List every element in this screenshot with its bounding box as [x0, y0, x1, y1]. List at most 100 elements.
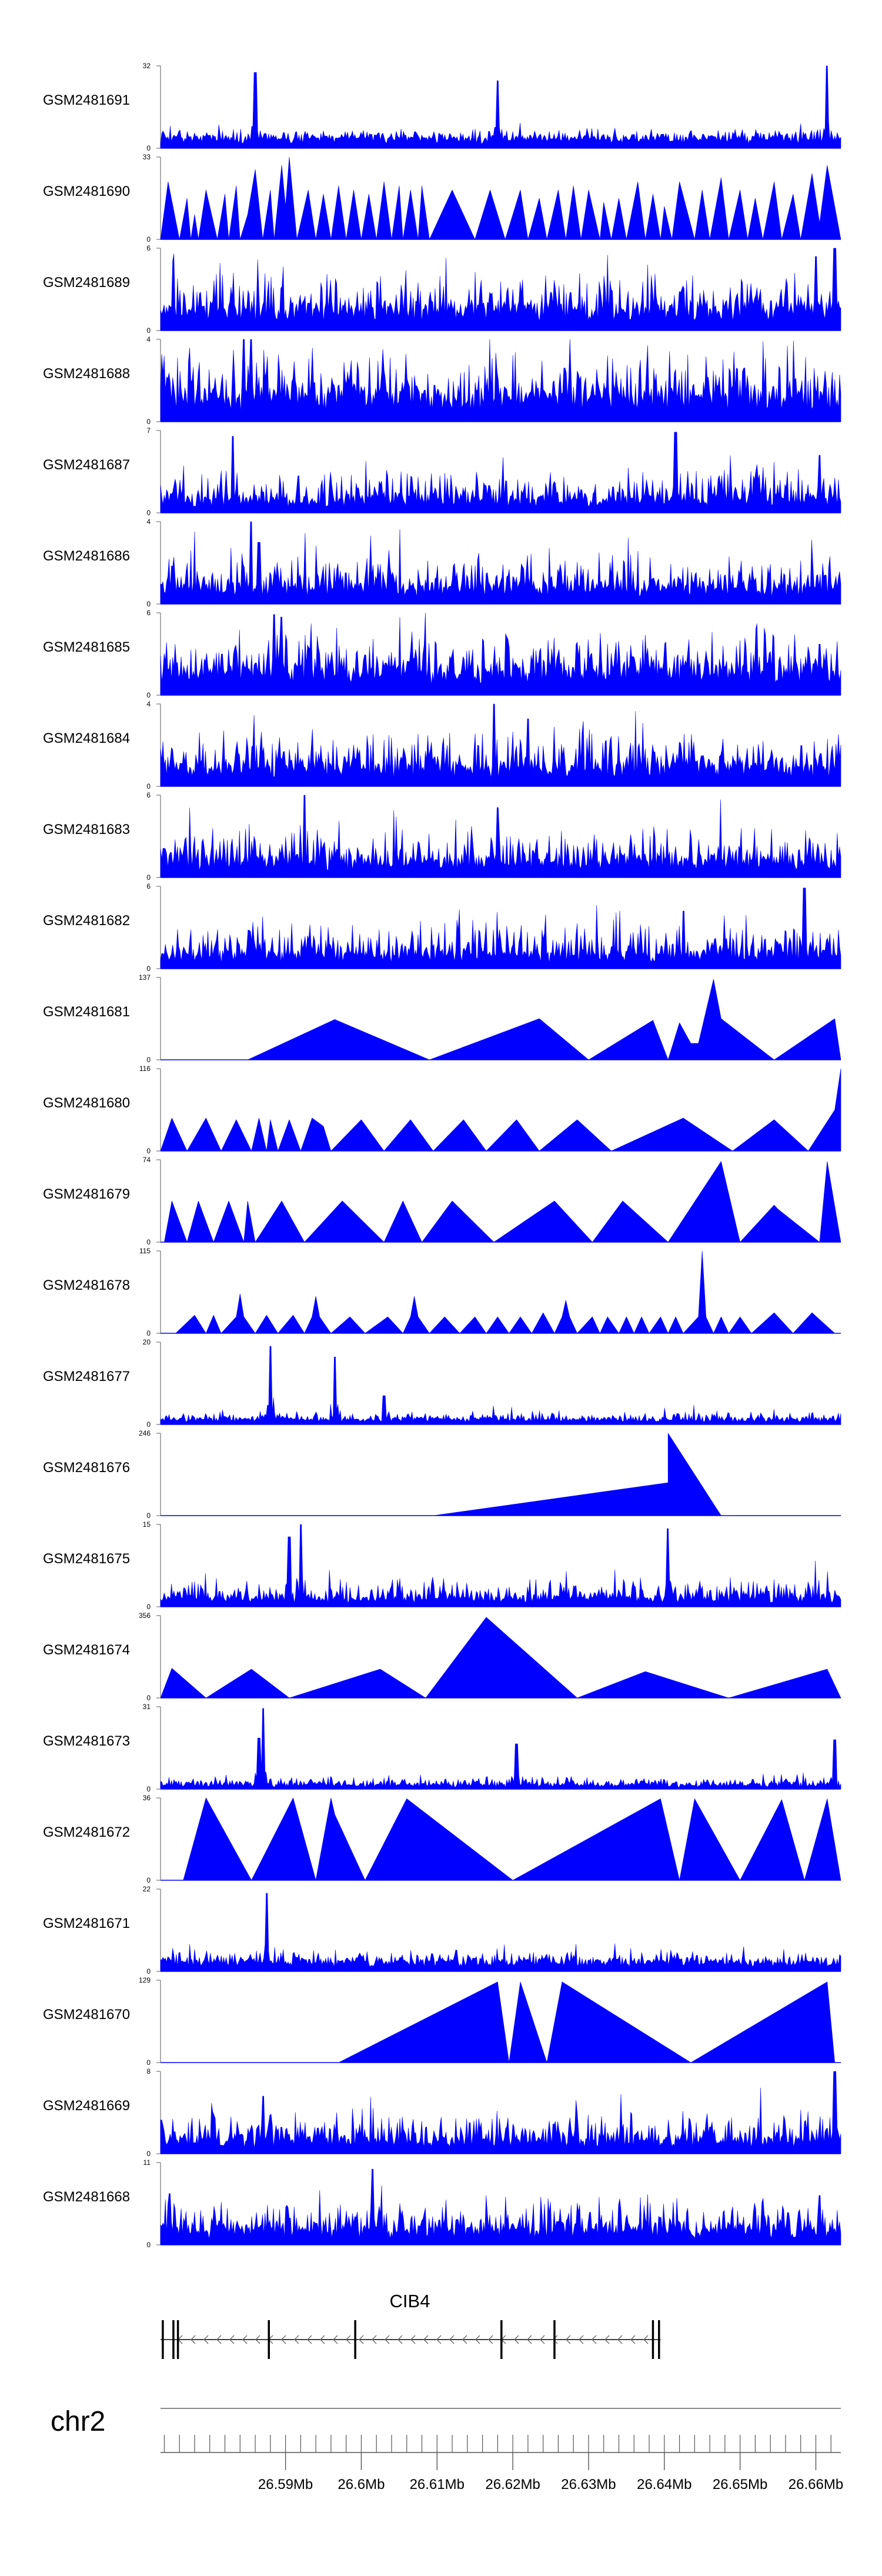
signal-area [160, 1617, 841, 1699]
strand-arrow [294, 2335, 299, 2344]
track-GSM2481676: GSM2481676 246 0 [43, 1429, 841, 1520]
signal-area [160, 703, 841, 787]
signal-area [160, 2071, 841, 2154]
y-zero-label: 0 [146, 691, 151, 699]
strand-arrow [436, 2335, 442, 2344]
y-zero-label: 0 [146, 782, 151, 790]
y-max-label: 6 [146, 882, 151, 890]
track-label: GSM2481687 [43, 457, 130, 473]
y-max-label: 246 [139, 1429, 151, 1437]
track-label: GSM2481670 [43, 2007, 130, 2023]
strand-arrow [307, 2335, 312, 2344]
signal-area [160, 1346, 841, 1425]
track-GSM2481683: GSM2481683 6 0 [43, 791, 841, 882]
track-GSM2481684: GSM2481684 4 0 [43, 700, 841, 790]
track-label: GSM2481679 [43, 1186, 130, 1202]
coordinate-ticks: 26.59Mb 26.6Mb 26.61Mb 26.62Mb 26.63Mb 26.64M… [163, 2435, 843, 2492]
track-label: GSM2481674 [43, 1642, 130, 1658]
y-zero-label: 0 [146, 1056, 151, 1064]
track-label: GSM2481671 [43, 1916, 130, 1931]
strand-arrow [643, 2335, 649, 2344]
strand-arrow [527, 2335, 532, 2344]
strand-arrow [462, 2335, 467, 2344]
track-label: GSM2481668 [43, 2189, 130, 2205]
strand-arrow [333, 2335, 338, 2344]
y-zero-label: 0 [146, 1967, 151, 1976]
track-GSM2481677: GSM2481677 20 0 [43, 1338, 841, 1429]
y-max-label: 6 [146, 609, 151, 617]
y-max-label: 4 [146, 518, 151, 526]
strand-arrow [320, 2335, 325, 2344]
track-GSM2481671: GSM2481671 22 0 [43, 1885, 841, 1976]
y-zero-label: 0 [146, 1603, 151, 1611]
track-GSM2481680: GSM2481680 116 0 [43, 1065, 841, 1155]
y-max-label: 137 [139, 973, 151, 982]
y-max-label: 129 [139, 1976, 151, 1984]
strand-arrow [630, 2335, 636, 2344]
y-zero-label: 0 [146, 1238, 151, 1246]
strand-arrow [397, 2335, 403, 2344]
x-tick-label: 26.64Mb [637, 2477, 691, 2492]
track-label: GSM2481681 [43, 1004, 130, 1020]
x-tick-label: 26.59Mb [258, 2477, 313, 2492]
y-max-label: 115 [139, 1247, 151, 1255]
y-max-label: 11 [143, 2158, 151, 2167]
track-GSM2481672: GSM2481672 36 0 [43, 1794, 841, 1884]
y-zero-label: 0 [146, 418, 151, 426]
signal-area [433, 1433, 729, 1516]
signal-area [160, 1708, 841, 1790]
y-max-label: 6 [146, 791, 151, 799]
signal-area [160, 795, 841, 878]
track-GSM2481673: GSM2481673 31 0 [43, 1703, 841, 1793]
track-label: GSM2481684 [43, 730, 130, 746]
y-zero-label: 0 [146, 1694, 151, 1702]
strand-arrow [617, 2335, 623, 2344]
signal-area [160, 2168, 841, 2245]
y-zero-label: 0 [146, 965, 151, 973]
signal-area [160, 432, 841, 513]
track-label: GSM2481680 [43, 1095, 130, 1111]
y-zero-label: 0 [146, 509, 151, 517]
signal-area [175, 1250, 835, 1334]
y-max-label: 7 [146, 426, 151, 435]
x-tick-label: 26.61Mb [410, 2477, 465, 2492]
strand-arrow [372, 2335, 377, 2344]
strand-arrow [604, 2335, 610, 2344]
track-label: GSM2481685 [43, 639, 130, 655]
y-max-label: 74 [143, 1156, 151, 1164]
y-max-label: 15 [143, 1520, 151, 1529]
strand-arrow [449, 2335, 455, 2344]
signal-area [164, 1161, 841, 1243]
track-GSM2481681: GSM2481681 137 0 [43, 973, 841, 1064]
gene-label: CIB4 [390, 2291, 430, 2311]
track-GSM2481688: GSM2481688 4 0 [43, 335, 841, 426]
track-GSM2481670: GSM2481670 129 0 [43, 1976, 841, 2067]
y-max-label: 33 [143, 153, 151, 161]
strand-arrow [423, 2335, 429, 2344]
track-GSM2481686: GSM2481686 4 0 [43, 518, 841, 608]
strand-arrow [346, 2335, 351, 2344]
strand-arrow [359, 2335, 364, 2344]
track-label: GSM2481676 [43, 1460, 130, 1476]
y-zero-label: 0 [146, 2241, 151, 2249]
track-GSM2481675: GSM2481675 15 0 [43, 1520, 841, 1611]
y-zero-label: 0 [146, 2150, 151, 2158]
track-GSM2481690: GSM2481690 33 0 [43, 153, 841, 243]
track-label: GSM2481675 [43, 1551, 130, 1567]
y-max-label: 116 [139, 1065, 151, 1073]
signal-area [160, 1524, 841, 1607]
strand-arrow [514, 2335, 519, 2344]
signal-area [160, 339, 841, 422]
track-GSM2481691: GSM2481691 32 0 [43, 62, 841, 152]
y-zero-label: 0 [146, 600, 151, 608]
strand-arrow [475, 2335, 480, 2344]
genome-axis-track: chr2 26.59Mb 26.6Mb 26.61Mb 26.62Mb 26.63Mb 2… [51, 2406, 843, 2492]
strand-arrow [385, 2335, 390, 2344]
track-GSM2481678: GSM2481678 115 0 [43, 1247, 841, 1337]
track-label: GSM2481682 [43, 913, 130, 929]
signal-area [160, 887, 841, 969]
track-GSM2481668: GSM2481668 11 0 [43, 2158, 841, 2249]
track-label: GSM2481686 [43, 548, 130, 564]
track-GSM2481689: GSM2481689 6 0 [43, 244, 841, 335]
y-zero-label: 0 [146, 2058, 151, 2067]
